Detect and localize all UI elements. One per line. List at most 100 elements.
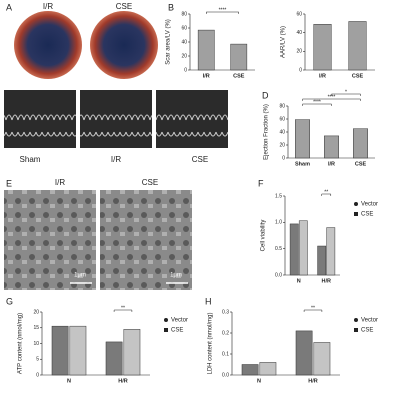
significance-bracket [206, 11, 239, 14]
y-tick-label: 5 [36, 357, 39, 363]
y-tick-label: 0.3 [222, 309, 229, 315]
panel-label: G [6, 296, 13, 306]
y-tick-label: 60 [279, 116, 285, 122]
legend-marker [354, 318, 358, 322]
y-tick-label: 1.0 [275, 220, 282, 226]
y-tick-label: 60 [296, 11, 302, 17]
x-tick-label: H/R [118, 378, 128, 384]
legend-label: Vector [171, 318, 188, 324]
significance-bracket [302, 98, 361, 101]
y-axis-label: LDH content (nmol/mg) [208, 312, 214, 374]
legend-label: Vector [361, 318, 378, 324]
scale-bar-label: 1μm [74, 273, 86, 279]
y-tick-label: 15 [33, 325, 39, 331]
y-tick-label: 0 [282, 155, 285, 161]
significance-label: ** [324, 189, 328, 195]
echo-image [156, 90, 228, 148]
bar [241, 364, 259, 376]
y-tick-label: 20 [33, 309, 39, 315]
legend-marker [164, 328, 168, 332]
scale-bar-label: 1μm [170, 273, 182, 279]
bar [317, 245, 327, 276]
bar [313, 342, 331, 376]
bar [105, 341, 123, 376]
legend-marker [354, 328, 358, 332]
x-tick-label: Sham [295, 161, 310, 167]
panel-label: F [258, 178, 264, 188]
legend-marker [164, 318, 168, 322]
significance-label: **** [313, 99, 321, 105]
bar [230, 43, 248, 71]
x-tick-label: N [257, 378, 261, 384]
echo-image [4, 90, 76, 148]
y-tick-label: 40 [181, 39, 187, 45]
bar [295, 119, 310, 159]
y-tick-label: 40 [279, 129, 285, 135]
legend-marker [354, 202, 358, 206]
significance-label: ** [121, 305, 125, 311]
bar [298, 220, 308, 276]
heart-image [14, 11, 82, 79]
y-axis-label: Scar area/LV (%) [166, 19, 172, 65]
bar [326, 227, 336, 276]
y-tick-label: 20 [296, 49, 302, 55]
legend-label: Vector [361, 202, 378, 208]
caption: CSE [116, 2, 132, 11]
y-tick-label: 0 [184, 67, 187, 73]
significance-bracket [303, 309, 323, 312]
y-tick-label: 80 [279, 103, 285, 109]
y-tick-label: 80 [181, 11, 187, 17]
legend-label: CSE [171, 328, 183, 334]
bar [289, 223, 299, 276]
y-axis-label: Ejection Fraction (%) [264, 104, 270, 160]
panel-label: D [262, 90, 269, 100]
legend-marker [354, 212, 358, 216]
x-tick-label: N [67, 378, 71, 384]
bar [324, 135, 339, 159]
x-tick-label: I/R [203, 73, 210, 79]
y-tick-label: 0 [299, 67, 302, 73]
caption: CSE [142, 178, 158, 187]
significance-bracket [302, 103, 332, 106]
caption: I/R [111, 155, 121, 164]
y-axis-label: ATP content (nmol/mg) [18, 313, 24, 374]
y-tick-label: 1.5 [275, 193, 282, 199]
y-tick-label: 0.0 [222, 372, 229, 378]
heart-image [90, 11, 158, 79]
bar [51, 325, 69, 376]
x-tick-label: CSE [233, 73, 245, 79]
x-tick-label: CSE [355, 161, 367, 167]
y-tick-label: 40 [296, 30, 302, 36]
x-tick-label: N [297, 278, 301, 284]
y-axis-label: AAR/LV (%) [281, 26, 287, 58]
panel-label: B [168, 2, 174, 12]
panel-label: A [6, 2, 12, 12]
echo-image [80, 90, 152, 148]
em-image [100, 190, 192, 290]
significance-label: * [345, 89, 347, 95]
em-image [4, 190, 96, 290]
y-tick-label: 0.2 [222, 330, 229, 336]
x-tick-label: I/R [319, 73, 326, 79]
legend-label: CSE [361, 212, 373, 218]
y-tick-label: 0.1 [222, 351, 229, 357]
y-tick-label: 0 [36, 372, 39, 378]
significance-bracket [331, 93, 361, 96]
caption: CSE [192, 155, 208, 164]
caption: Sham [20, 155, 41, 164]
legend-label: CSE [361, 328, 373, 334]
x-tick-label: CSE [352, 73, 364, 79]
x-tick-label: H/R [322, 278, 332, 284]
y-tick-label: 20 [181, 53, 187, 59]
y-tick-label: 0.5 [275, 246, 282, 252]
bar [69, 325, 87, 376]
bar [353, 128, 368, 159]
bar [197, 29, 215, 71]
y-tick-label: 20 [279, 142, 285, 148]
x-tick-label: H/R [308, 378, 318, 384]
significance-bracket [321, 193, 332, 196]
panel-label: E [6, 178, 12, 188]
significance-label: **** [219, 7, 227, 13]
significance-bracket [113, 309, 133, 312]
